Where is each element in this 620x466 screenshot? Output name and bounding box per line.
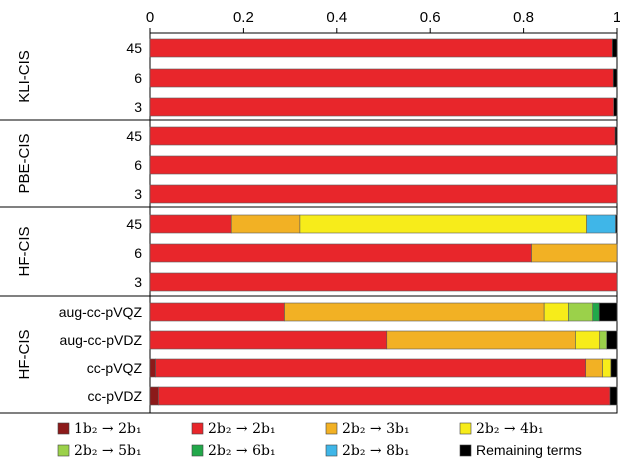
legend-swatch xyxy=(57,444,70,457)
group-label: HF-CIS xyxy=(16,330,33,380)
bar-segment-2b2-5b1 xyxy=(599,330,608,350)
bar-segment-remaining xyxy=(614,126,618,146)
row-label: aug-cc-pVQZ xyxy=(59,304,143,320)
bar-segment-remaining xyxy=(609,386,618,406)
bar-segment-2b2-2b1 xyxy=(149,214,232,234)
bar-segment-2b2-4b1 xyxy=(299,214,587,234)
legend-label: 2b₂ → 2b₁ xyxy=(208,421,276,437)
x-tick-label: 0.8 xyxy=(513,9,534,26)
legend-label: 2b₂ → 5b₁ xyxy=(74,443,142,459)
row-label: 45 xyxy=(126,128,142,144)
bar-segment-2b2-2b1 xyxy=(149,330,388,350)
x-tick-label: 0.2 xyxy=(233,9,254,26)
bar-segment-remaining xyxy=(612,38,618,58)
x-tick-label: 0.6 xyxy=(420,9,441,26)
group-label: KLI-CIS xyxy=(16,50,33,103)
legend-swatch xyxy=(325,422,338,435)
bar-segment-2b2-2b1 xyxy=(149,126,616,146)
bar-segment-2b2-2b1 xyxy=(149,272,618,292)
legend-label: Remaining terms xyxy=(476,442,582,458)
bar-segment-2b2-4b1 xyxy=(602,358,612,378)
row-label: 6 xyxy=(134,70,142,86)
group-label: PBE-CIS xyxy=(16,133,33,193)
legend-label: 2b₂ → 3b₁ xyxy=(342,421,410,437)
bar-segment-2b2-2b1 xyxy=(149,97,615,117)
bar-segment-2b2-4b1 xyxy=(543,302,569,322)
bar-segment-2b2-3b1 xyxy=(531,243,618,263)
row-label: 3 xyxy=(134,186,142,202)
row-label: 45 xyxy=(126,216,142,232)
bar-segment-1b2-2b1 xyxy=(149,358,156,378)
legend-swatch xyxy=(459,444,472,457)
bar-segment-2b2-3b1 xyxy=(230,214,301,234)
row-label: cc-pVQZ xyxy=(87,360,143,376)
bar-segment-2b2-5b1 xyxy=(568,302,594,322)
bar-segment-2b2-2b1 xyxy=(158,386,611,406)
bar-segment-2b2-2b1 xyxy=(149,243,532,263)
row-label: 3 xyxy=(134,274,142,290)
bar-segment-2b2-6b1 xyxy=(592,302,600,322)
legend-swatch xyxy=(191,444,204,457)
bar-segment-remaining xyxy=(610,358,618,378)
bar-segment-2b2-4b1 xyxy=(575,330,601,350)
bar-segment-2b2-2b1 xyxy=(149,38,613,58)
legend-swatch xyxy=(325,444,338,457)
row-label: 3 xyxy=(134,99,142,115)
row-label: aug-cc-pVDZ xyxy=(60,332,143,348)
row-label: 45 xyxy=(126,40,142,56)
bar-segment-remaining xyxy=(615,214,618,234)
bar-segment-2b2-8b1 xyxy=(586,214,616,234)
group-label: HF-CIS xyxy=(16,227,33,277)
bar-segment-2b2-2b1 xyxy=(149,155,618,175)
bar-segment-2b2-3b1 xyxy=(284,302,545,322)
bar-segment-2b2-2b1 xyxy=(155,358,587,378)
legend-swatch xyxy=(57,422,70,435)
legend-swatch xyxy=(459,422,472,435)
bar-segment-1b2-2b1 xyxy=(149,386,159,406)
legend-label: 2b₂ → 6b₁ xyxy=(208,443,276,459)
row-label: 6 xyxy=(134,245,142,261)
bar-segment-2b2-2b1 xyxy=(149,184,618,204)
bar-segment-remaining xyxy=(613,97,618,117)
bar-segment-2b2-2b1 xyxy=(149,302,285,322)
bar-segment-remaining xyxy=(612,68,618,88)
bar-segment-2b2-3b1 xyxy=(386,330,576,350)
legend-swatch xyxy=(191,422,204,435)
bar-segment-remaining xyxy=(598,302,618,322)
row-label: 6 xyxy=(134,157,142,173)
legend-label: 2b₂ → 8b₁ xyxy=(342,443,410,459)
legend-label: 2b₂ → 4b₁ xyxy=(476,421,544,437)
row-label: cc-pVDZ xyxy=(88,388,143,404)
bar-segment-2b2-3b1 xyxy=(585,358,603,378)
bar-segment-remaining xyxy=(606,330,618,350)
bar-segment-2b2-2b1 xyxy=(149,68,614,88)
x-tick-label: 0 xyxy=(146,9,154,26)
legend-label: 1b₂ → 2b₁ xyxy=(74,421,142,437)
x-tick-label: 0.4 xyxy=(326,9,347,26)
x-tick-label: 1 xyxy=(613,9,620,26)
